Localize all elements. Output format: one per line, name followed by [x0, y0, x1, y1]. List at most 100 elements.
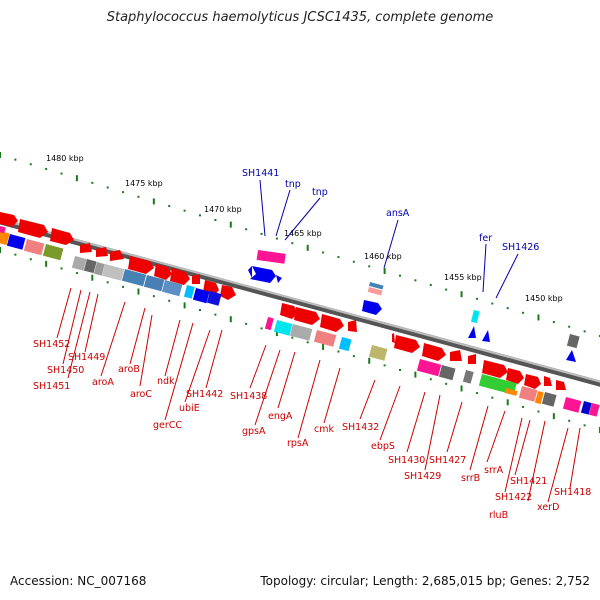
scale-tick	[260, 232, 263, 235]
gene-box	[192, 287, 210, 304]
gene-arrow	[110, 250, 124, 261]
gene-label: engA	[268, 411, 293, 422]
scale-tick	[183, 209, 186, 212]
scale-tick	[352, 260, 355, 263]
gene-label: ndk	[157, 376, 175, 387]
upper-labels: SH1441 tnp tnp ansA fer SH1426	[242, 168, 539, 253]
scale-tick	[137, 195, 140, 198]
gene-arrow	[482, 360, 508, 378]
lower-leader-lines	[56, 287, 581, 503]
gene-label: SH1429	[404, 471, 441, 482]
gene-label: gerCC	[153, 420, 182, 431]
scale-tick	[229, 221, 232, 228]
guide-tick	[368, 357, 371, 364]
genome-backbone	[0, 218, 600, 387]
scale-label: 1460 kbp	[364, 252, 402, 261]
gene-arrow	[556, 380, 566, 390]
gene-label: srrB	[461, 473, 480, 484]
scale-tick	[152, 198, 155, 205]
guide-tick	[352, 355, 355, 358]
guide-tick	[445, 382, 448, 385]
guide-tick	[506, 399, 509, 406]
gene-arrow	[544, 376, 552, 386]
gene-arrow-reverse	[248, 266, 252, 278]
gene-label: aroC	[130, 389, 152, 400]
guide-tick	[537, 410, 540, 413]
gene-box	[289, 324, 313, 341]
gene-box	[93, 262, 105, 276]
gene-arrow	[170, 268, 190, 285]
scale-tick	[383, 268, 386, 275]
scale-tick	[491, 302, 494, 305]
gene-box	[338, 337, 352, 352]
gene-arrow	[128, 256, 154, 274]
guide-tick	[322, 343, 325, 350]
gene-arrow	[506, 368, 524, 384]
guide-tick	[152, 295, 155, 298]
gene-box	[42, 244, 64, 261]
gene-arrow	[154, 264, 172, 280]
gene-label: xerD	[537, 502, 559, 513]
guide-tick	[14, 253, 17, 256]
guide-tick	[399, 369, 401, 371]
guide-tick	[275, 330, 278, 337]
gene-arrow	[96, 247, 108, 257]
scale-tick	[75, 175, 78, 182]
gene-box	[6, 234, 26, 250]
guide-tick	[91, 274, 94, 281]
gene-arrow	[294, 307, 320, 325]
gene-box	[264, 316, 274, 331]
gene-box	[566, 334, 580, 349]
guide-tick	[229, 316, 232, 323]
scale-tick	[214, 218, 217, 221]
guide-tick	[168, 299, 171, 302]
scale-tick	[199, 214, 201, 217]
gene-box	[83, 259, 97, 274]
gene-arrow	[348, 320, 357, 332]
scale-label: 1480 kbp	[46, 154, 84, 163]
scale-label: 1465 kbp	[284, 229, 322, 238]
scale-tick	[399, 274, 401, 277]
accession-text: Accession: NC_007168	[10, 574, 147, 588]
gene-box	[462, 370, 474, 384]
gene-arrow	[524, 374, 541, 389]
gene-box	[504, 388, 518, 396]
scale-tick	[506, 307, 509, 310]
lower-labels: SH1452 SH1449 SH1450 SH1451 aroA aroB ar…	[33, 339, 591, 521]
scale-tick	[429, 283, 432, 286]
gene-arrow	[394, 335, 420, 353]
guide-tick	[460, 385, 463, 392]
gene-label: rluB	[489, 510, 508, 521]
gene-box	[541, 391, 557, 407]
scale-label: 1450 kbp	[525, 294, 563, 303]
gene-box	[534, 391, 544, 405]
scale-tick	[414, 279, 417, 282]
guide-tick	[291, 336, 294, 339]
guide-tick	[45, 260, 48, 267]
gene-label-ansA: ansA	[386, 208, 410, 219]
scale-tick	[568, 325, 571, 328]
gene-arrow	[0, 212, 18, 227]
guide-tick	[522, 405, 525, 408]
genome-backbone-highlight	[0, 218, 600, 383]
gene-arrow	[320, 314, 344, 332]
gene-box	[367, 287, 383, 296]
gene-label-SH1426: SH1426	[502, 242, 539, 253]
scale-tick	[537, 314, 540, 321]
map-title: Staphylococcus haemolyticus JCSC1435, co…	[106, 10, 494, 25]
gene-arrow	[392, 333, 395, 343]
gene-box	[71, 255, 87, 271]
scale-tick	[522, 311, 525, 314]
upper-leader-lines	[259, 179, 519, 299]
gene-label: cmk	[314, 424, 334, 435]
guide-tick	[75, 272, 78, 275]
scale-tick	[583, 330, 586, 333]
guide-tick	[583, 424, 586, 427]
guide-tick	[29, 258, 32, 261]
guide-tick	[414, 371, 417, 378]
gene-box	[273, 320, 293, 336]
gene-box	[562, 397, 582, 413]
scale-tick	[91, 181, 94, 184]
gene-features	[0, 212, 600, 417]
